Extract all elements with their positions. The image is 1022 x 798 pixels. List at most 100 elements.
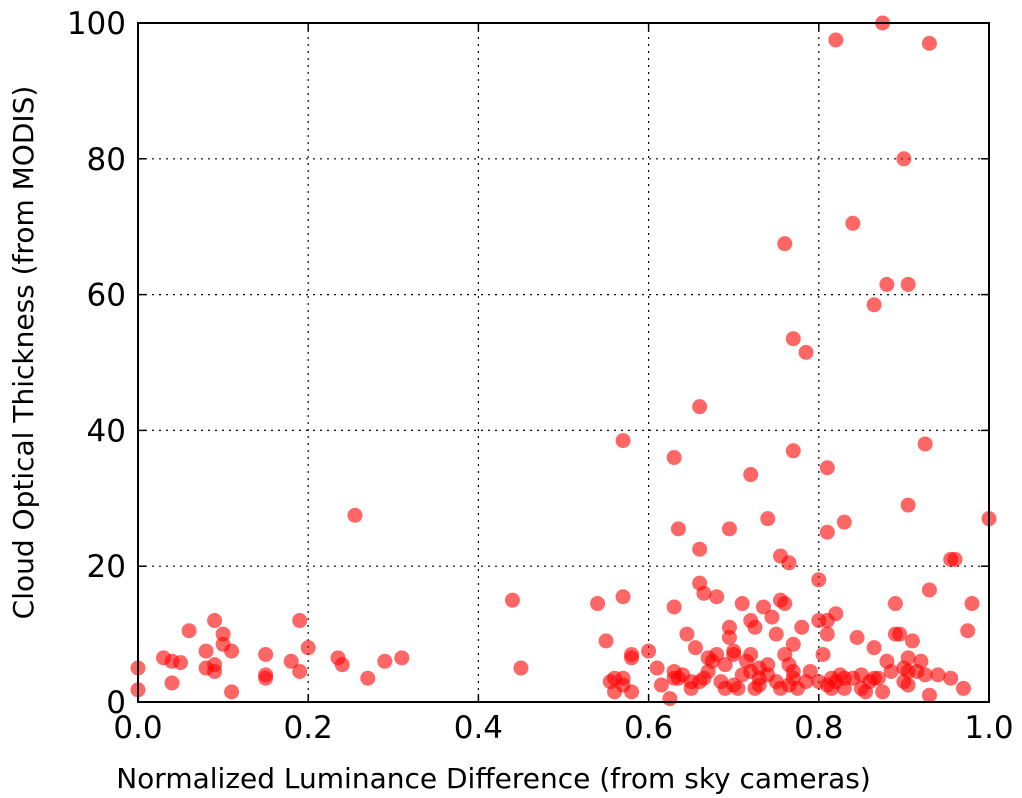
- data-point: [653, 677, 669, 693]
- data-point: [615, 433, 631, 449]
- data-point: [798, 344, 814, 360]
- data-point: [730, 680, 746, 696]
- data-point: [224, 684, 240, 700]
- x-tick-label-0: 0.0: [113, 710, 162, 746]
- x-tick-labels: 0.0 0.2 0.4 0.6 0.8 1.0: [113, 710, 1013, 746]
- data-point: [866, 640, 882, 656]
- data-point: [785, 443, 801, 459]
- data-point: [734, 596, 750, 612]
- data-point: [670, 521, 686, 537]
- data-point: [917, 436, 933, 452]
- data-point: [845, 215, 861, 231]
- data-point: [785, 636, 801, 652]
- data-point: [747, 619, 763, 635]
- data-point: [258, 646, 274, 662]
- data-point: [900, 677, 916, 693]
- data-point: [904, 633, 920, 649]
- plot-frame: [137, 22, 990, 703]
- data-point: [875, 684, 891, 700]
- data-point: [666, 450, 682, 466]
- data-point: [258, 667, 274, 683]
- data-point: [173, 655, 189, 671]
- data-point: [802, 663, 818, 679]
- data-point: [943, 551, 959, 567]
- grid-lines: [137, 22, 990, 703]
- data-point: [207, 613, 223, 629]
- data-point: [513, 660, 529, 676]
- data-point: [360, 670, 376, 686]
- data-point: [921, 582, 937, 598]
- y-axis-label: Cloud Optical Thickness (from MODIS): [7, 86, 40, 620]
- y-tick-label-5: 100: [67, 6, 126, 42]
- data-point: [717, 657, 733, 673]
- y-tick-labels: 0 20 40 60 80 100: [67, 6, 126, 721]
- data-point: [590, 596, 606, 612]
- data-point: [615, 589, 631, 605]
- data-point: [662, 691, 678, 707]
- x-axis-label: Normalized Luminance Difference (from sk…: [116, 762, 871, 795]
- data-point: [887, 596, 903, 612]
- data-point: [773, 548, 789, 564]
- data-point: [917, 667, 933, 683]
- data-point: [900, 276, 916, 292]
- x-tick-label-4: 0.8: [794, 710, 843, 746]
- data-point: [709, 589, 725, 605]
- data-point: [794, 619, 810, 635]
- data-point: [198, 643, 214, 659]
- data-point: [687, 640, 703, 656]
- data-point: [624, 650, 640, 666]
- data-point: [896, 151, 912, 167]
- data-point: [696, 585, 712, 601]
- y-tick-label-3: 60: [87, 278, 126, 314]
- data-point: [283, 653, 299, 669]
- data-point: [760, 657, 776, 673]
- x-tick-label-3: 0.6: [624, 710, 673, 746]
- data-point: [292, 613, 308, 629]
- data-point: [887, 626, 903, 642]
- data-point: [921, 687, 937, 703]
- data-point: [883, 663, 899, 679]
- data-point: [777, 596, 793, 612]
- y-tick-label-2: 40: [87, 413, 126, 449]
- data-point: [849, 629, 865, 645]
- data-point: [726, 643, 742, 659]
- data-point: [692, 399, 708, 415]
- x-tick-label-1: 0.2: [284, 710, 333, 746]
- data-point: [943, 670, 959, 686]
- data-point: [930, 667, 946, 683]
- data-point: [870, 670, 886, 686]
- data-point: [504, 592, 520, 608]
- data-point: [692, 541, 708, 557]
- data-point: [641, 643, 657, 659]
- data-point: [207, 663, 223, 679]
- axis-ticks: [137, 22, 990, 703]
- data-point: [181, 623, 197, 639]
- data-point: [649, 660, 665, 676]
- data-point: [819, 626, 835, 642]
- data-point: [666, 599, 682, 615]
- data-point: [900, 497, 916, 513]
- y-tick-label-1: 20: [87, 549, 126, 585]
- data-point: [679, 626, 695, 642]
- data-point: [292, 663, 308, 679]
- data-point: [764, 609, 780, 625]
- data-point: [721, 629, 737, 645]
- data-point: [828, 32, 844, 48]
- data-point: [743, 646, 759, 662]
- data-point: [377, 653, 393, 669]
- data-point: [819, 460, 835, 476]
- data-point: [811, 572, 827, 588]
- data-point: [334, 657, 350, 673]
- data-point: [836, 514, 852, 530]
- data-point: [777, 236, 793, 252]
- data-point: [300, 640, 316, 656]
- data-point: [755, 599, 771, 615]
- data-point: [624, 684, 640, 700]
- data-point: [768, 626, 784, 642]
- data-point: [815, 646, 831, 662]
- data-point: [964, 596, 980, 612]
- data-point: [828, 606, 844, 622]
- x-tick-label-2: 0.4: [454, 710, 503, 746]
- data-point: [785, 331, 801, 347]
